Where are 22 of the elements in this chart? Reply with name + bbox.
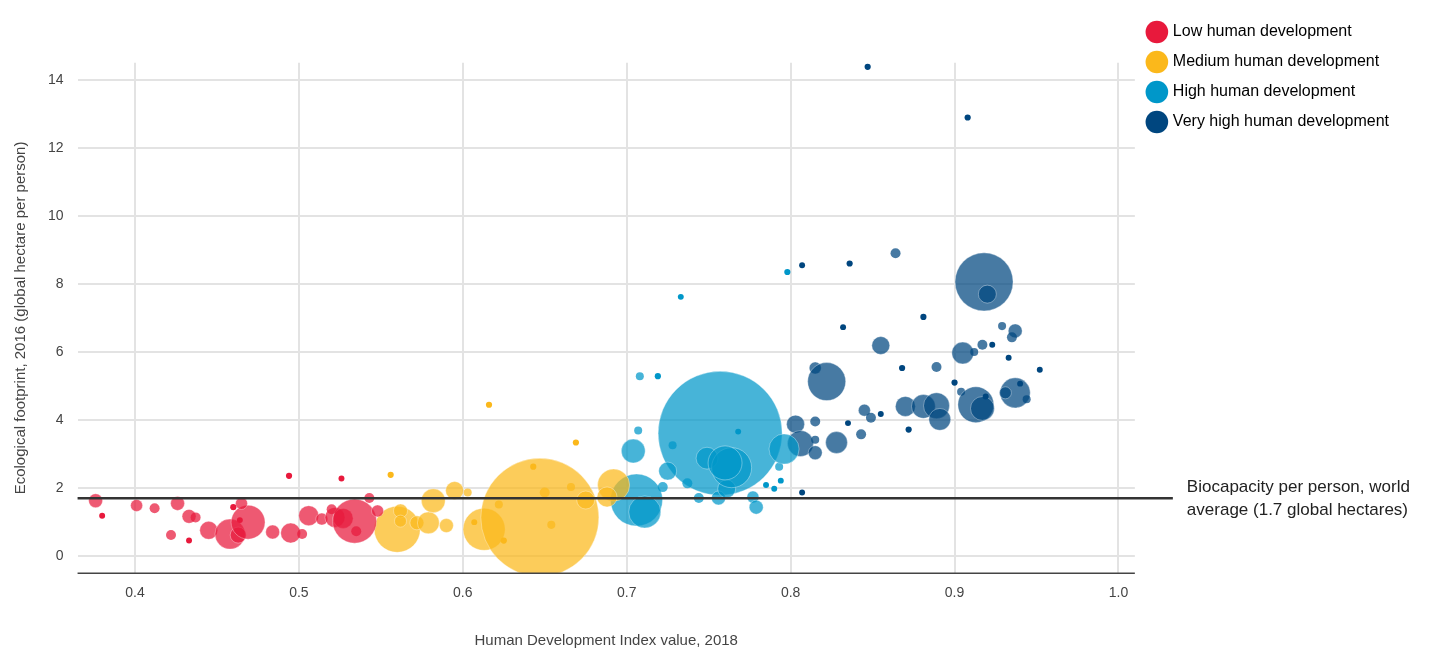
legend-label: Low human development bbox=[1172, 22, 1353, 40]
y-tick-label: 2 bbox=[55, 478, 64, 495]
y-tick-label: 10 bbox=[47, 206, 64, 223]
x-tick-label: 0.8 bbox=[780, 584, 801, 601]
x-tick-label: 0.5 bbox=[289, 584, 309, 601]
y-tick-label: 8 bbox=[55, 274, 64, 291]
x-tick-label: 0.7 bbox=[616, 584, 637, 601]
legend-label: Very high human development bbox=[1172, 112, 1390, 130]
y-axis-title: Ecological footprint, 2016 (global hectare per person) bbox=[11, 141, 29, 495]
y-tick-label: 6 bbox=[55, 342, 64, 359]
legend-label: High human development bbox=[1172, 82, 1356, 100]
x-tick-label: 0.6 bbox=[453, 584, 473, 601]
x-tick-label: 0.9 bbox=[944, 584, 965, 601]
x-tick-label: 1.0 bbox=[1108, 584, 1129, 601]
y-tick-label: 0 bbox=[55, 547, 64, 564]
y-tick-label: 14 bbox=[47, 70, 64, 87]
x-axis-title: Human Development Index value, 2018 bbox=[474, 631, 738, 649]
x-tick-label: 0.4 bbox=[125, 584, 145, 601]
y-tick-label: 12 bbox=[47, 138, 64, 155]
legend-label: Medium human development bbox=[1172, 52, 1380, 70]
y-tick-label: 4 bbox=[55, 410, 64, 427]
ref-line-label: Biocapacity per person, world average (1.7 global hectares) bbox=[1186, 476, 1410, 519]
